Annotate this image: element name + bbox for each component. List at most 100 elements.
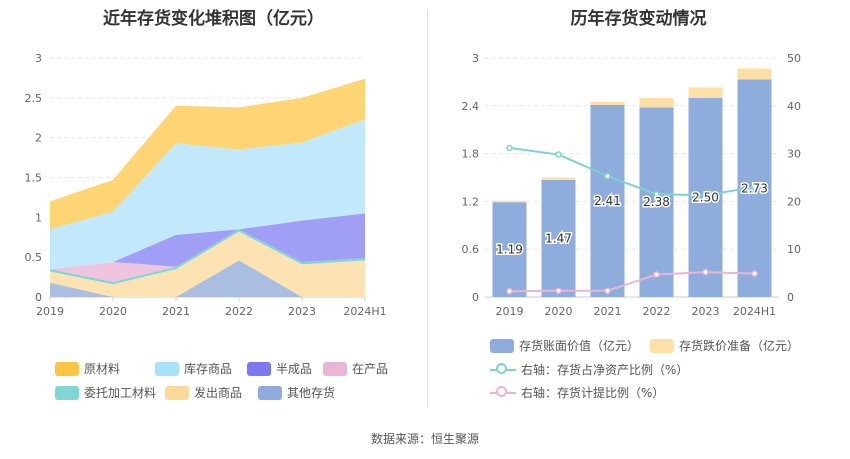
legend-item-存货账面价值（亿元）[interactable]: 存货账面价值（亿元） [490,337,639,354]
x-tick-label: 2023 [692,305,720,318]
provision-ratio-point [604,287,611,295]
bar-impairment [688,87,723,98]
provision-ratio-point [506,288,513,295]
legend-item-右轴：存货占净资产比例（%）[interactable]: 右轴：存货占净资产比例（%） [490,361,688,378]
net-asset-ratio-point [604,172,611,180]
legend-item-原材料[interactable]: 原材料 [55,360,120,377]
y-left-tick-label: 0 [472,291,479,304]
y-tick-label: 2 [35,132,42,145]
y-left-tick-label: 2.4 [462,100,480,113]
y-right-tick-label: 30 [787,148,801,161]
x-tick-label: 2021 [162,305,190,318]
legend-label: 存货账面价值（亿元） [519,339,640,353]
area-原材料 [50,78,365,230]
bar-book-value [492,202,527,297]
legend-line-swatch [490,362,516,377]
bar-impairment [639,97,674,108]
provision-ratio-point [555,287,562,295]
legend-item-发出商品[interactable]: 发出商品 [165,384,242,401]
x-tick-label: 2021 [594,305,622,318]
y-left-tick-label: 1.8 [462,148,480,161]
legend-swatch [55,385,79,400]
y-left-tick-label: 1.2 [462,195,480,208]
provision-ratio-line [509,271,755,293]
legend-swatch [490,338,514,353]
y-right-tick-label: 10 [787,243,801,256]
bar-value-halo: 2.73 [741,181,768,195]
bar-value-label: 2.41 [594,194,621,208]
legend-swatch [650,338,674,353]
legend-item-存货跌价准备（亿元）[interactable]: 存货跌价准备（亿元） [650,337,799,354]
legend-swatch [323,361,347,376]
legend-swatch [247,361,271,376]
net-asset-ratio-point [751,183,758,191]
bar-impairment [737,68,772,80]
panel-divider [427,10,428,408]
legend-label: 在产品 [352,362,389,376]
stacked-area-chart: 0 0.5 1 1.5 2 2.5 3 2019 2020 2021 2022 2023 2024H1 [25,52,387,318]
data-source-note: 数据来源：恒生聚源 [370,432,479,446]
x-tick-label: 2022 [643,305,671,318]
legend-label: 右轴：存货计提比例（%） [521,386,665,400]
legend-item-库存商品[interactable]: 库存商品 [155,360,232,377]
legend-item-右轴：存货计提比例（%）[interactable]: 右轴：存货计提比例（%） [490,384,664,401]
bar-value-label: 1.19 [496,243,523,257]
x-tick-label: 2019 [496,305,524,318]
net-asset-ratio-point [653,190,660,198]
provision-ratio-point [653,271,660,278]
legend-label: 右轴：存货占净资产比例（%） [521,363,689,377]
right-chart-title: 历年存货变动情况 [570,9,707,29]
y-left-tick-label: 0.6 [462,243,480,256]
provision-ratio-point [751,270,758,277]
y-left-tick-label: 3 [472,52,479,65]
net-asset-ratio-point [555,151,562,158]
x-tick-label: 2023 [288,305,316,318]
x-tick-label: 2019 [36,305,64,318]
legend-label: 其他存货 [287,386,336,400]
bar-impairment [492,200,527,203]
legend-item-在产品[interactable]: 在产品 [323,360,388,377]
y-tick-label: 3 [35,52,42,65]
bar-value-label: 2.50 [692,190,719,204]
x-tick-label: 2024H1 [343,305,386,318]
legend-item-半成品[interactable]: 半成品 [247,360,312,377]
legend-label: 发出商品 [194,386,243,400]
legend-swatch [165,385,189,400]
y-tick-label: 1 [35,211,42,224]
x-tick-label: 2022 [225,305,253,318]
y-right-tick-label: 50 [787,52,801,65]
area-库存商品 [50,119,365,270]
bar-value-halo: 2.50 [692,190,719,204]
net-asset-ratio-line [509,146,755,197]
legend-label: 委托加工材料 [84,386,157,400]
area-发出商品 [50,231,365,297]
area-半成品 [50,213,365,270]
y-tick-label: 0 [35,291,42,304]
legend-swatch [258,385,282,400]
left-chart-title: 近年存货变化堆积图（亿元） [103,9,324,29]
y-tick-label: 0.5 [25,251,43,264]
x-tick-label: 2020 [99,305,127,318]
x-tick-label: 2020 [545,305,573,318]
legend-label: 存货跌价准备（亿元） [679,339,800,353]
bar-book-value [639,107,674,297]
legend-line-swatch [490,385,516,400]
provision-ratio-point [702,268,709,276]
net-asset-ratio-point [506,144,513,152]
legend-label: 库存商品 [184,362,233,376]
y-tick-label: 2.5 [25,92,43,105]
bar-value-halo: 2.38 [643,195,670,209]
legend-item-其他存货[interactable]: 其他存货 [258,384,335,401]
bar-impairment [541,177,576,180]
bar-book-value [541,179,576,297]
legend-item-委托加工材料[interactable]: 委托加工材料 [55,384,156,401]
bar-value-label: 2.73 [741,181,768,195]
area-在产品 [50,229,365,282]
y-tick-label: 1.5 [25,172,43,185]
legend-label: 原材料 [84,362,121,376]
y-right-tick-label: 20 [787,195,801,208]
bar-impairment [590,101,625,106]
net-asset-ratio-point [702,191,709,199]
bar-book-value [590,105,625,298]
